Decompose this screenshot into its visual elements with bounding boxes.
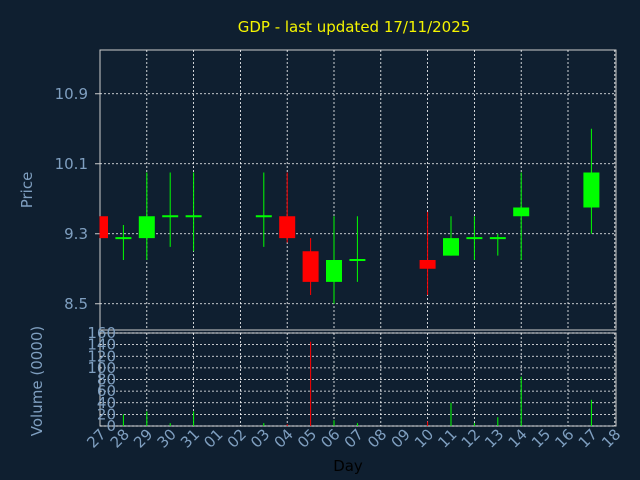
volume-grid	[100, 332, 616, 427]
candle-body	[138, 216, 155, 239]
candles	[99, 128, 600, 304]
x-tick-label: 01	[200, 425, 226, 451]
x-tick-label: 05	[294, 425, 320, 451]
x-tick-label: 06	[317, 425, 343, 451]
x-tick-labels: 2728293031010203040506070809101112131415…	[83, 425, 624, 451]
volume-axis-label: Volume (0000)	[28, 326, 46, 436]
x-axis-label: Day	[333, 457, 363, 475]
price-tick-label: 10.9	[55, 85, 88, 103]
x-tick-label: 12	[458, 425, 484, 451]
price-tick-labels: 8.5 9.3 10.1 10.9	[55, 85, 88, 313]
candle-body	[583, 172, 600, 208]
price-panel: 8.5 9.3 10.1 10.9 Price	[18, 49, 617, 331]
x-tick-label: 08	[364, 425, 390, 451]
candle-body	[466, 237, 483, 240]
candle-body	[326, 260, 342, 282]
candle-body	[419, 260, 436, 269]
x-tick-label: 30	[154, 425, 180, 451]
candle-body	[185, 215, 202, 218]
x-tick-label: 02	[224, 425, 250, 451]
x-tick-label: 03	[247, 425, 273, 451]
candle-body	[302, 251, 319, 282]
candle-body	[115, 237, 132, 240]
candle-body	[162, 215, 179, 218]
volume-tick-label: 60	[97, 382, 116, 400]
x-tick-label: 29	[130, 425, 156, 451]
volume-tick-label: 160	[87, 324, 116, 342]
candle-body	[349, 259, 366, 261]
volume-tick-label: 120	[87, 347, 116, 365]
price-grid	[95, 50, 616, 330]
candle-body	[279, 216, 296, 239]
x-tick-label: 13	[481, 425, 507, 451]
volume-tick-label: 40	[97, 394, 116, 412]
candle-body	[100, 216, 108, 239]
volume-tick-label: 100	[87, 359, 116, 377]
x-tick-label: 31	[177, 425, 203, 451]
candle-body	[489, 237, 506, 240]
volume-bars	[122, 341, 592, 426]
volume-tick-label: 80	[97, 371, 116, 389]
x-tick-label: 09	[388, 425, 414, 451]
volume-tick-label: 140	[87, 336, 116, 354]
candle-body	[443, 238, 459, 256]
x-tick-label: 04	[271, 425, 297, 451]
price-tick-label: 10.1	[55, 155, 88, 173]
x-tick-label: 07	[341, 425, 367, 451]
x-tick-label: 15	[528, 425, 554, 451]
volume-tick-label: 0	[106, 417, 116, 435]
candle-body	[255, 215, 272, 218]
price-tick-label: 9.3	[64, 225, 88, 243]
x-tick-label: 10	[411, 425, 437, 451]
x-tick-label: 11	[434, 425, 460, 451]
x-tick-label: 17	[575, 425, 601, 451]
x-tick-label: 18	[598, 425, 624, 451]
x-tick-label: 16	[551, 425, 577, 451]
price-tick-label: 8.5	[64, 295, 88, 313]
volume-tick-label: 20	[97, 405, 116, 423]
x-tick-label: 14	[505, 425, 531, 451]
candle-body	[513, 207, 530, 217]
price-plot-area	[99, 49, 617, 331]
price-axis-label: Price	[18, 172, 36, 209]
chart-title: GDP - last updated 17/11/2025	[238, 18, 471, 36]
